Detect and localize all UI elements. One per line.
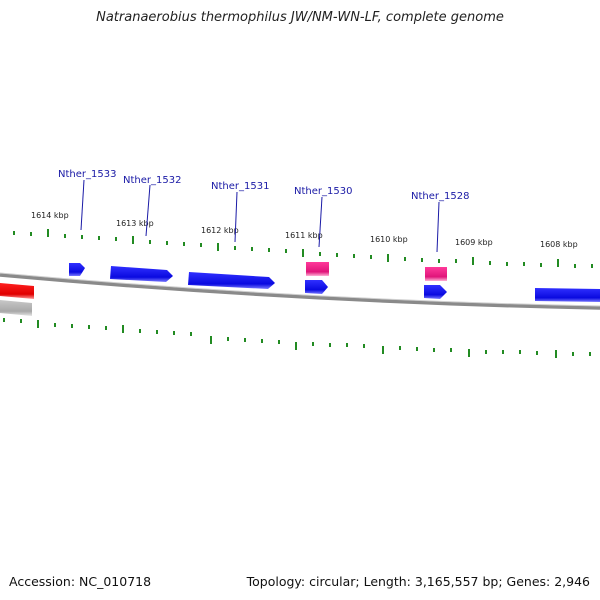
gene-label-nther-1532[interactable]: Nther_1532 [123, 175, 181, 186]
scale-label-1610: 1610 kbp [370, 235, 408, 244]
scale-label-1613: 1613 kbp [116, 219, 154, 228]
gene-right-edge[interactable] [535, 288, 600, 302]
gene-nther-1530[interactable] [305, 280, 328, 294]
gene-label-leaders [80, 179, 440, 253]
gene-label-nther-1531[interactable]: Nther_1531 [211, 181, 269, 192]
gene-nther-1528-pink[interactable] [425, 267, 447, 281]
gene-nther-1528[interactable] [424, 285, 447, 299]
gene-nther-1533[interactable] [69, 263, 85, 276]
accession-label: Accession: NC_010718 [9, 574, 152, 589]
scale-label-1608: 1608 kbp [540, 240, 578, 249]
gene-nther-1531[interactable] [188, 272, 275, 289]
genome-summary: Topology: circular; Length: 3,165,557 bp… [246, 574, 590, 589]
lower-tick-row [3, 318, 591, 358]
gene-nther-1532[interactable] [110, 266, 173, 282]
gene-nther-1530-pink[interactable] [306, 262, 329, 276]
upper-tick-row [13, 229, 593, 268]
genome-backbone [0, 273, 600, 310]
gene-label-nther-1530[interactable]: Nther_1530 [294, 186, 352, 197]
gene-label-nther-1528[interactable]: Nther_1528 [411, 191, 469, 202]
gene-label-nther-1533[interactable]: Nther_1533 [58, 169, 116, 180]
scale-label-1609: 1609 kbp [455, 238, 493, 247]
map-title: Natranaerobius thermophilus JW/NM-WN-LF,… [96, 10, 504, 25]
gene-grey-left[interactable] [0, 300, 32, 316]
scale-label-1614: 1614 kbp [31, 211, 69, 220]
genome-backbone-highlight [0, 272, 600, 307]
scale-label-1612: 1612 kbp [201, 226, 239, 235]
scale-label-1611: 1611 kbp [285, 231, 323, 240]
gene-red-left[interactable] [0, 283, 34, 299]
